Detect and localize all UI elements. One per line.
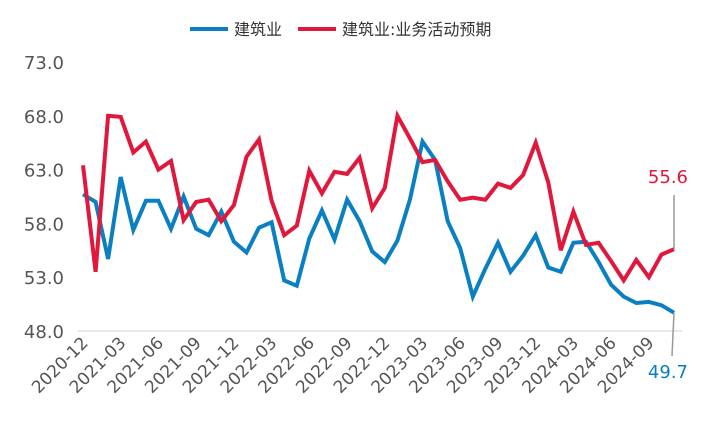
y-tick-label: 53.0 <box>24 268 64 289</box>
annotation-construction-last: 49.7 <box>648 362 688 383</box>
y-tick-label: 48.0 <box>24 322 64 343</box>
x-axis: 2020-122021-032021-062021-092021-122022-… <box>28 333 658 397</box>
legend-label-construction: 建筑业 <box>234 20 282 39</box>
y-tick-label: 58.0 <box>24 214 64 235</box>
annotation-expectation-last: 55.6 <box>648 167 688 188</box>
y-tick-label: 63.0 <box>24 161 64 182</box>
series-line-1 <box>81 109 675 285</box>
legend: 建筑业 建筑业:业务活动预期 <box>190 20 491 39</box>
y-tick-label: 68.0 <box>24 107 64 128</box>
annotation-leader-construction <box>671 312 675 357</box>
y-axis: 48.0 53.0 58.0 63.0 68.0 73.0 <box>24 53 64 343</box>
legend-label-expectation: 建筑业:业务活动预期 <box>342 20 491 39</box>
y-tick-label: 73.0 <box>24 53 64 74</box>
